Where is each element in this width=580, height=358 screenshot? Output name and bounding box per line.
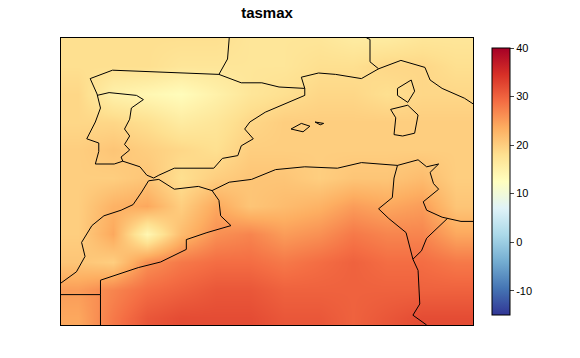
svg-text:-10: -10: [516, 285, 532, 297]
svg-text:20: 20: [516, 139, 528, 151]
svg-text:40: 40: [516, 42, 528, 54]
svg-text:10: 10: [516, 187, 528, 199]
svg-text:0: 0: [516, 236, 522, 248]
svg-text:tasmax: tasmax: [241, 4, 293, 21]
svg-text:30: 30: [516, 90, 528, 102]
